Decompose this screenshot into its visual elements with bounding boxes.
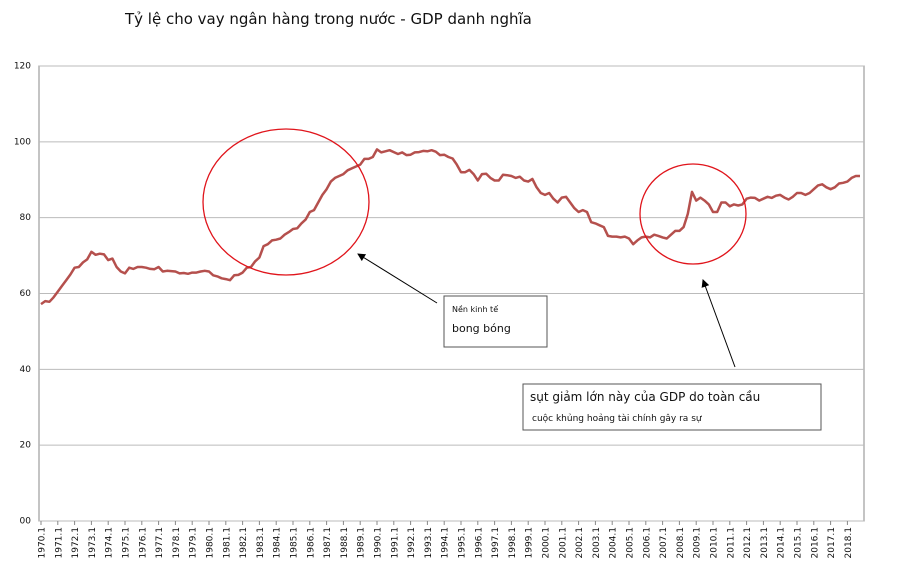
annotation-box (522, 383, 822, 431)
y-tick-label: 20 (20, 441, 32, 451)
annotation: Nền kinh tế (452, 304, 498, 314)
x-tick-label: 2000.1 (542, 527, 552, 559)
x-tick-label: 2011.1 (726, 527, 736, 559)
x-tick-label: 2013.1 (760, 527, 770, 559)
arrow (357, 253, 438, 304)
x-tick-label: 1971.1 (54, 527, 64, 559)
x-tick-label: 1972.1 (71, 527, 81, 559)
chart-title: Tỷ lệ cho vay ngân hàng trong nước - GDP… (124, 10, 532, 28)
annotation-box (443, 295, 548, 348)
x-tick-label: 1997.1 (491, 527, 501, 559)
x-tick-label: 1998.1 (508, 527, 518, 559)
x-tick-label: 2007.1 (659, 527, 669, 559)
x-tick-label: 1993.1 (424, 527, 434, 559)
highlight-ellipse (639, 163, 747, 265)
x-tick-label: 2012.1 (743, 527, 753, 559)
x-tick-label: 2005.1 (626, 527, 636, 559)
x-tick-label: 2017.1 (827, 527, 837, 559)
x-tick-label: 1986.1 (306, 527, 316, 559)
x-tick-label: 2015.1 (794, 527, 804, 559)
x-tick-label: 2010.1 (710, 527, 720, 559)
x-tick-label: 1985.1 (290, 527, 300, 559)
x-tick-label: 1981.1 (222, 527, 232, 559)
x-tick-label: 1973.1 (88, 527, 98, 559)
x-tick-label: 2014.1 (777, 527, 787, 559)
x-tick-label: 1990.1 (374, 527, 384, 559)
annotation: sụt giảm lớn này của GDP do toàn cầu (530, 390, 760, 404)
x-tick-label: 2008.1 (676, 527, 686, 559)
x-tick-label: 2004.1 (609, 527, 619, 559)
annotation: bong bóng (452, 322, 511, 335)
x-tick-label: 2006.1 (642, 527, 652, 559)
x-tick-label: 1970.1 (38, 527, 48, 559)
x-tick-label: 1989.1 (357, 527, 367, 559)
arrow (701, 279, 736, 368)
y-tick-label: 80 (20, 213, 32, 223)
x-tick-label: 1974.1 (105, 527, 115, 559)
series-line (40, 148, 860, 306)
x-tick-label: 1992.1 (407, 527, 417, 559)
x-tick-label: 1979.1 (189, 527, 199, 559)
x-tick-label: 2009.1 (693, 527, 703, 559)
x-tick-label: 1975.1 (122, 527, 132, 559)
y-tick-label: 40 (20, 365, 32, 375)
y-tick-label: 60 (20, 289, 32, 299)
x-tick-label: 2002.1 (575, 527, 585, 559)
x-tick-label: 1988.1 (340, 527, 350, 559)
x-tick-label: 2016.1 (810, 527, 820, 559)
x-tick-label: 1991.1 (390, 527, 400, 559)
x-tick-label: 1984.1 (273, 527, 283, 559)
x-tick-label: 1983.1 (256, 527, 266, 559)
x-tick-label: 2001.1 (558, 527, 568, 559)
x-tick-label: 1980.1 (206, 527, 216, 559)
x-tick-label: 1987.1 (323, 527, 333, 559)
x-tick-label: 1976.1 (138, 527, 148, 559)
highlight-ellipse (202, 128, 370, 276)
x-tick-label: 1995.1 (458, 527, 468, 559)
x-tick-label: 1978.1 (172, 527, 182, 559)
x-tick-label: 1996.1 (474, 527, 484, 559)
x-tick-label: 1994.1 (441, 527, 451, 559)
x-tick-label: 1999.1 (525, 527, 535, 559)
y-tick-label: 100 (14, 137, 31, 147)
annotation: cuộc khủng hoảng tài chính gây ra sự (532, 413, 703, 424)
x-tick-label: 2018.1 (844, 527, 854, 559)
x-tick-label: 1977.1 (155, 527, 165, 559)
y-tick-label: 00 (20, 517, 32, 527)
x-tick-label: 2003.1 (592, 527, 602, 559)
x-tick-label: 1982.1 (239, 527, 249, 559)
y-tick-label: 120 (14, 62, 31, 72)
